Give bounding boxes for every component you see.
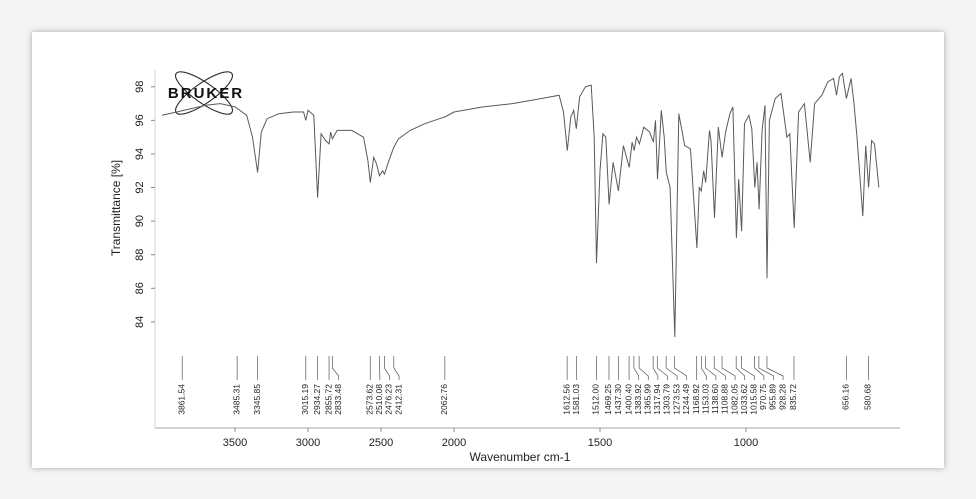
peak-label: 2833.48 [333,384,343,415]
peak-marker [713,356,726,380]
x-tick-label: 3000 [296,437,320,449]
peak-marker [754,356,765,380]
peak-label: 928.28 [777,384,787,410]
peak-label: 970.75 [758,384,768,410]
peak-marker [721,356,736,380]
peak-label: 1581.03 [571,384,581,415]
peak-label: 835.72 [788,384,798,410]
peak-label: 1512.00 [591,384,601,415]
peak-label: 3015.19 [300,384,310,415]
peak-marker [638,356,649,380]
peak-label: 2510.08 [374,384,384,415]
x-axis-title: Wavenumber cm-1 [470,450,571,464]
peak-marker [758,356,774,380]
peak-label: 1153.03 [701,384,711,414]
peak-label: 1082.05 [729,384,739,415]
card [32,32,944,468]
peak-label: 2573.62 [365,384,375,415]
peak-label: 3345.85 [252,384,262,415]
peak-label: 1469.25 [603,384,613,415]
y-tick-label: 84 [134,316,146,328]
peak-marker [766,356,784,380]
peak-label: 2855.72 [323,384,333,415]
peak-marker [656,356,668,380]
peak-label: 2412.31 [393,384,403,415]
peak-label: 580.68 [863,384,873,410]
peak-label: 1383.92 [633,384,643,415]
x-tick-label: 1500 [588,437,612,449]
peak-marker [393,356,400,380]
peak-label: 1612.56 [561,384,571,415]
peak-marker [331,356,340,380]
peak-label: 1244.49 [681,384,691,415]
peak-marker [700,356,707,380]
peak-label: 1138.60 [710,384,720,414]
peak-marker [674,356,688,380]
x-tick-label: 3500 [223,437,247,449]
peak-label: 1273.53 [671,384,681,415]
peak-label: 2062.76 [439,384,449,415]
peak-label: 2934.27 [312,384,322,415]
y-tick-label: 92 [134,181,146,193]
peak-label: 656.16 [841,384,851,410]
peak-label: 1303.79 [662,384,672,415]
y-tick-label: 88 [134,249,146,261]
y-tick-label: 86 [134,282,146,294]
peak-marker [384,356,390,380]
peak-label: 1015.58 [749,384,759,415]
peak-marker [705,356,717,380]
peak-label: 1365.99 [643,384,653,415]
peak-label: 955.89 [768,384,778,410]
logo: BRUKER [168,85,244,102]
peak-label: 1437.30 [613,384,623,415]
peak-label: 1108.88 [720,384,730,414]
y-tick-label: 94 [134,148,146,160]
peak-label: 1400.40 [623,384,633,415]
x-tick-label: 1000 [734,437,758,449]
peak-label: 1168.92 [691,384,701,414]
peak-label: 1033.62 [739,384,749,415]
peak-marker [633,356,640,380]
y-tick-label: 96 [134,114,146,126]
x-tick-label: 2500 [369,437,393,449]
x-tick-label: 2000 [442,437,466,449]
peak-marker [652,356,659,380]
peak-label: 2476.23 [384,384,394,415]
peak-label: 3485.31 [231,384,241,415]
spectrum-line [161,72,880,338]
peak-label: 1317.94 [652,384,662,415]
y-tick-label: 98 [134,81,146,93]
peak-marker [741,356,755,380]
peak-label: 3861.54 [176,384,186,415]
y-axis-title: Transmittance [%] [109,160,123,256]
peak-marker [735,356,746,380]
peak-marker [665,356,678,380]
y-tick-label: 90 [134,215,146,227]
